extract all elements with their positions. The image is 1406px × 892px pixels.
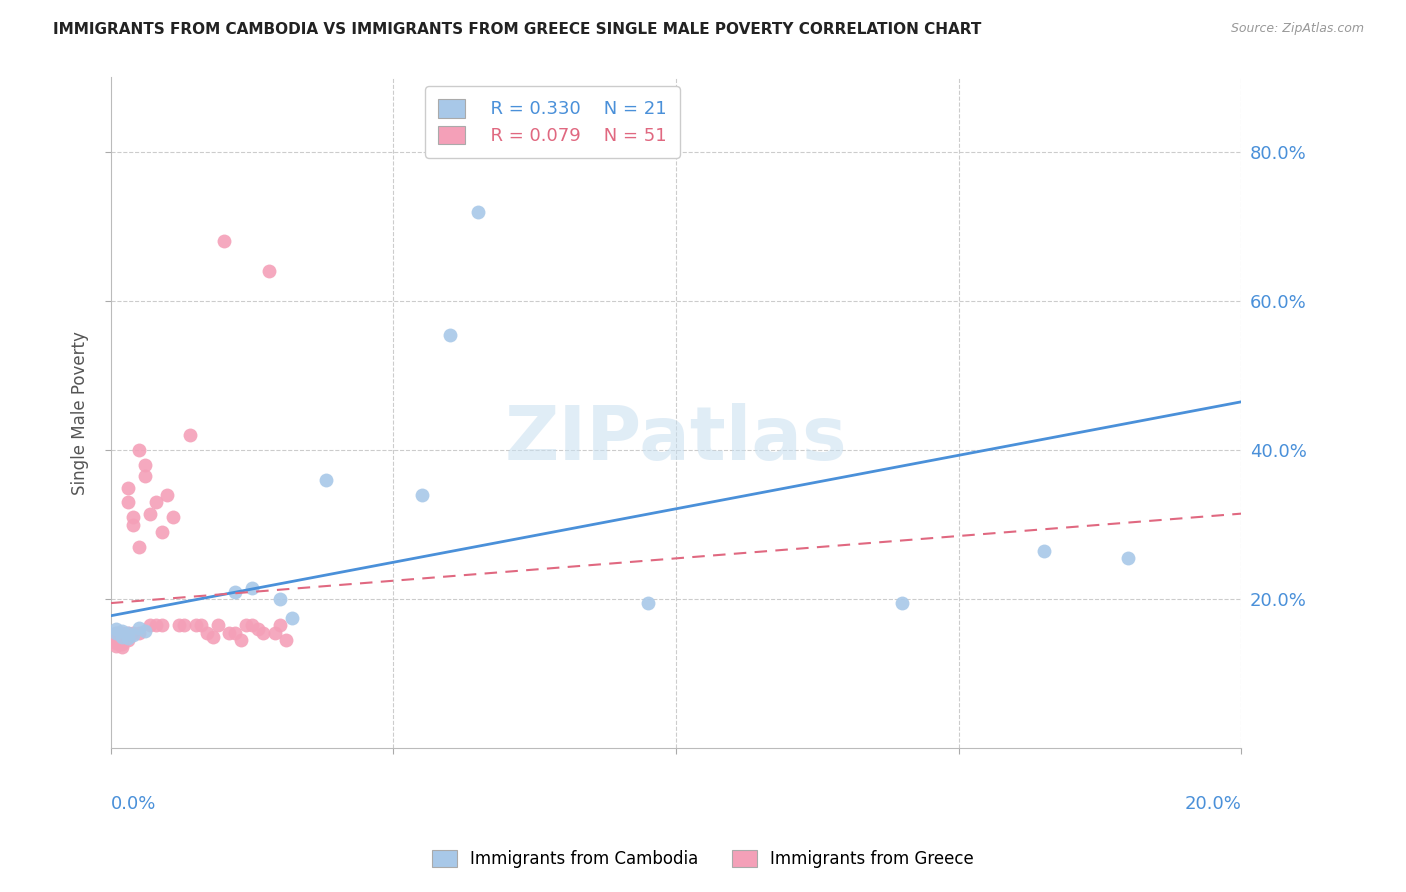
Point bbox=[229, 633, 252, 648]
Point bbox=[156, 488, 179, 502]
Point bbox=[269, 618, 291, 632]
Point bbox=[257, 264, 280, 278]
Point bbox=[201, 630, 224, 644]
Point bbox=[105, 626, 128, 640]
Point bbox=[274, 633, 297, 648]
Point bbox=[105, 631, 128, 645]
Point bbox=[122, 510, 145, 524]
Point bbox=[184, 618, 207, 632]
Point bbox=[162, 510, 184, 524]
Point bbox=[315, 473, 337, 487]
Point bbox=[134, 624, 156, 638]
Point bbox=[134, 458, 156, 472]
Point bbox=[263, 626, 285, 640]
Point bbox=[1032, 544, 1054, 558]
Text: ZIPatlas: ZIPatlas bbox=[505, 403, 848, 476]
Point bbox=[240, 618, 263, 632]
Point bbox=[637, 596, 659, 610]
Point bbox=[173, 618, 195, 632]
Point bbox=[439, 327, 461, 342]
Point bbox=[128, 443, 150, 458]
Text: IMMIGRANTS FROM CAMBODIA VS IMMIGRANTS FROM GREECE SINGLE MALE POVERTY CORRELATI: IMMIGRANTS FROM CAMBODIA VS IMMIGRANTS F… bbox=[53, 22, 981, 37]
Point bbox=[105, 622, 128, 636]
Point bbox=[190, 618, 212, 632]
Point bbox=[167, 618, 190, 632]
Point bbox=[145, 495, 167, 509]
Point bbox=[280, 611, 302, 625]
Point bbox=[150, 525, 173, 540]
Point bbox=[467, 204, 489, 219]
Point bbox=[134, 469, 156, 483]
Point bbox=[117, 626, 139, 640]
Point bbox=[145, 618, 167, 632]
Point bbox=[111, 637, 134, 651]
Point bbox=[246, 622, 269, 636]
Point bbox=[218, 626, 240, 640]
Point bbox=[122, 626, 145, 640]
Point bbox=[117, 626, 139, 640]
Point bbox=[111, 624, 134, 638]
Text: 20.0%: 20.0% bbox=[1185, 796, 1241, 814]
Point bbox=[207, 618, 229, 632]
Point bbox=[105, 626, 128, 640]
Legend: Immigrants from Cambodia, Immigrants from Greece: Immigrants from Cambodia, Immigrants fro… bbox=[426, 843, 980, 875]
Point bbox=[195, 626, 218, 640]
Point bbox=[891, 596, 914, 610]
Point bbox=[139, 618, 162, 632]
Point bbox=[117, 495, 139, 509]
Legend:   R = 0.330    N = 21,   R = 0.079    N = 51: R = 0.330 N = 21, R = 0.079 N = 51 bbox=[425, 87, 679, 158]
Point bbox=[111, 626, 134, 640]
Point bbox=[224, 585, 246, 599]
Point bbox=[105, 628, 128, 642]
Point bbox=[411, 488, 433, 502]
Point bbox=[212, 235, 235, 249]
Point bbox=[1118, 551, 1140, 566]
Point bbox=[240, 581, 263, 595]
Text: 0.0%: 0.0% bbox=[111, 796, 156, 814]
Point bbox=[111, 630, 134, 644]
Point bbox=[105, 639, 128, 653]
Point bbox=[139, 507, 162, 521]
Point bbox=[269, 592, 291, 607]
Point bbox=[122, 517, 145, 532]
Y-axis label: Single Male Poverty: Single Male Poverty bbox=[72, 331, 89, 495]
Point bbox=[117, 631, 139, 645]
Point bbox=[235, 618, 257, 632]
Point bbox=[111, 633, 134, 648]
Point bbox=[122, 628, 145, 642]
Point bbox=[117, 633, 139, 648]
Point bbox=[252, 626, 274, 640]
Point bbox=[105, 635, 128, 649]
Point bbox=[111, 640, 134, 654]
Point bbox=[224, 626, 246, 640]
Point bbox=[105, 633, 128, 648]
Point bbox=[128, 621, 150, 635]
Point bbox=[128, 626, 150, 640]
Point bbox=[179, 428, 201, 442]
Point bbox=[117, 481, 139, 495]
Point bbox=[111, 630, 134, 644]
Text: Source: ZipAtlas.com: Source: ZipAtlas.com bbox=[1230, 22, 1364, 36]
Point bbox=[128, 540, 150, 554]
Point bbox=[150, 618, 173, 632]
